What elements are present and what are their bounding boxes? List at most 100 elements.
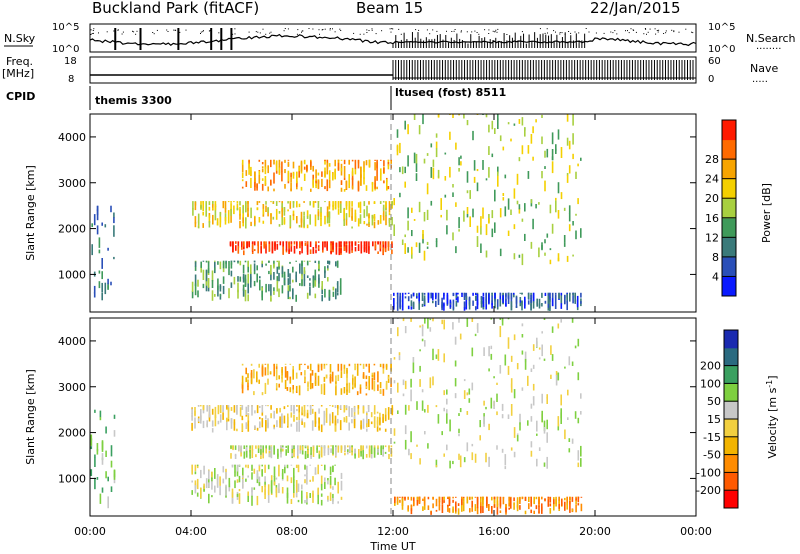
echo-mark bbox=[524, 203, 526, 212]
echo-mark bbox=[388, 218, 391, 224]
echo-mark bbox=[295, 260, 297, 262]
echo-mark bbox=[411, 230, 413, 237]
echo-mark bbox=[513, 502, 515, 505]
nsearch-label: N.Search bbox=[746, 32, 796, 45]
echo-mark bbox=[362, 406, 365, 414]
echo-mark bbox=[549, 248, 552, 251]
nsearch-dot bbox=[568, 31, 570, 32]
echo-mark bbox=[323, 363, 326, 366]
echo-mark bbox=[211, 428, 214, 433]
echo-mark bbox=[535, 505, 538, 510]
echo-mark bbox=[234, 445, 237, 450]
echo-mark bbox=[571, 496, 574, 502]
echo-mark bbox=[544, 239, 546, 244]
echo-mark bbox=[510, 447, 513, 451]
echo-mark bbox=[214, 201, 217, 211]
echo-mark bbox=[326, 206, 329, 218]
echo-mark bbox=[281, 285, 284, 294]
echo-mark bbox=[359, 214, 362, 224]
echo-mark bbox=[329, 364, 332, 373]
echo-mark bbox=[330, 251, 332, 253]
nsearch-dot bbox=[132, 30, 133, 32]
echo-mark bbox=[315, 241, 317, 244]
echo-mark bbox=[549, 299, 551, 311]
echo-mark bbox=[287, 445, 289, 453]
echo-mark bbox=[351, 241, 353, 247]
freq-panel: Freq. [MHz] 18 8 Nave ····· 60 0 bbox=[2, 55, 778, 88]
echo-mark bbox=[577, 496, 580, 498]
echo-mark bbox=[479, 435, 481, 441]
echo-mark bbox=[352, 378, 354, 390]
echo-mark bbox=[282, 448, 284, 452]
echo-mark bbox=[536, 433, 538, 436]
echo-mark bbox=[275, 160, 278, 171]
echo-mark bbox=[259, 276, 261, 279]
echo-mark bbox=[388, 212, 391, 216]
echo-mark bbox=[541, 506, 543, 511]
echo-mark bbox=[311, 405, 314, 407]
echo-mark bbox=[435, 509, 438, 512]
echo-mark bbox=[490, 397, 493, 409]
echo-mark bbox=[332, 241, 334, 245]
echo-mark bbox=[354, 159, 357, 170]
echo-mark bbox=[275, 383, 278, 389]
echo-mark bbox=[191, 290, 194, 299]
echo-mark bbox=[577, 198, 579, 205]
echo-mark bbox=[430, 167, 433, 178]
echo-mark bbox=[536, 298, 538, 307]
echo-mark bbox=[225, 261, 227, 269]
echo-mark bbox=[324, 266, 326, 273]
echo-mark bbox=[575, 230, 577, 240]
echo-mark bbox=[241, 172, 244, 179]
echo-mark bbox=[547, 496, 550, 499]
echo-mark bbox=[577, 163, 579, 167]
echo-mark bbox=[323, 421, 326, 426]
x-tick-label: 12:00 bbox=[377, 525, 409, 538]
echo-mark bbox=[513, 451, 516, 458]
nsearch-dot bbox=[283, 30, 285, 32]
nsearch-dot bbox=[392, 28, 394, 30]
echo-mark bbox=[368, 213, 370, 219]
echo-mark bbox=[407, 507, 409, 511]
echo-mark bbox=[240, 448, 242, 457]
nsearch-dot bbox=[559, 33, 561, 35]
echo-mark bbox=[402, 393, 405, 397]
nsearch-dot bbox=[153, 33, 155, 35]
echo-mark bbox=[290, 172, 292, 177]
nsearch-dot bbox=[93, 28, 95, 30]
echo-mark bbox=[251, 241, 254, 251]
nsearch-dot bbox=[454, 29, 456, 30]
echo-mark bbox=[335, 261, 337, 267]
echo-mark bbox=[476, 507, 479, 515]
echo-mark bbox=[507, 122, 510, 125]
echo-mark bbox=[412, 292, 415, 296]
echo-mark bbox=[343, 219, 345, 226]
echo-mark bbox=[393, 198, 395, 206]
echo-mark bbox=[461, 496, 463, 500]
echo-mark bbox=[268, 270, 270, 275]
echo-mark bbox=[284, 184, 286, 189]
echo-mark bbox=[560, 293, 563, 305]
echo-mark bbox=[329, 466, 332, 475]
echo-mark bbox=[337, 405, 339, 416]
echo-mark bbox=[242, 205, 244, 214]
echo-mark bbox=[300, 160, 303, 172]
colorbar-tick-label: 16 bbox=[705, 212, 719, 225]
echo-mark bbox=[236, 479, 239, 483]
nsearch-dot bbox=[616, 33, 618, 35]
x-tick-label: 04:00 bbox=[175, 525, 207, 538]
y-tick-label: 1000 bbox=[58, 472, 86, 485]
echo-mark bbox=[272, 201, 275, 204]
echo-mark bbox=[293, 405, 295, 415]
echo-mark bbox=[230, 270, 233, 277]
echo-mark bbox=[505, 299, 507, 307]
echo-mark bbox=[310, 453, 312, 459]
echo-mark bbox=[474, 496, 477, 498]
echo-mark bbox=[412, 301, 415, 309]
echo-mark bbox=[356, 363, 359, 365]
echo-mark bbox=[256, 184, 258, 191]
echo-mark bbox=[194, 407, 196, 417]
colorbar-swatch bbox=[722, 256, 736, 277]
echo-mark bbox=[572, 221, 574, 226]
echo-mark bbox=[226, 417, 228, 422]
